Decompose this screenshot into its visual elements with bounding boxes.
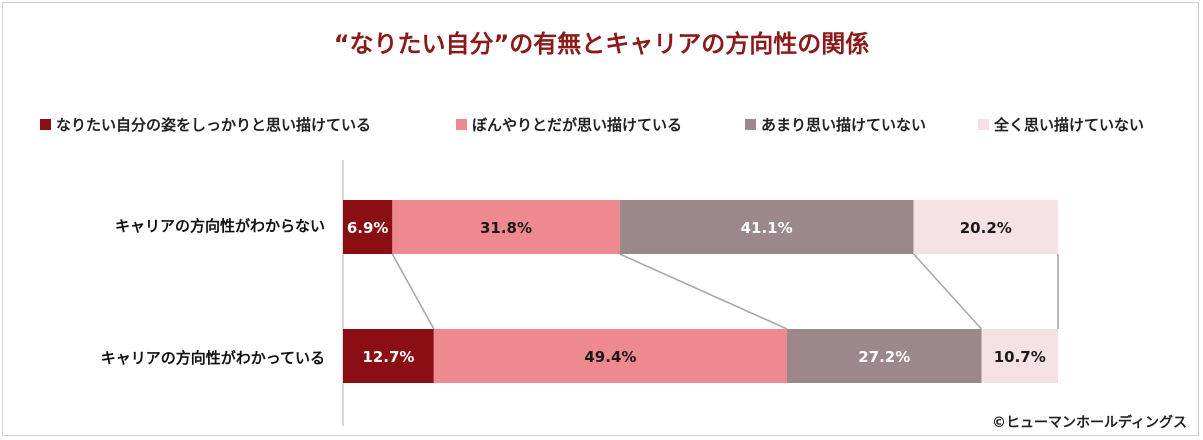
category-label-2: キャリアの方向性がわかっている (100, 349, 325, 367)
data-label-1-4: 20.2% (960, 219, 1012, 237)
bar-1-series-1 (343, 200, 393, 254)
data-label-2-3: 27.2% (858, 348, 910, 366)
legend-swatch-2 (456, 118, 467, 130)
series-line-1 (391, 253, 435, 330)
bar-2-series-2 (433, 329, 788, 383)
legend-item-1: なりたい自分の姿をしっかりと思い描けている (40, 112, 371, 136)
legend-label-4: 全く思い描けていない (994, 115, 1145, 134)
copyright-credit: ©ヒューマンホールディングス (991, 415, 1187, 431)
legend-swatch-3 (745, 118, 756, 130)
bars (343, 200, 1058, 383)
bar-2-series-3 (787, 329, 982, 383)
series-lines (391, 253, 1059, 330)
data-label-2-2: 49.4% (584, 348, 636, 366)
legend-label-3: あまり思い描けていない (761, 115, 927, 134)
bar-2-series-4 (981, 329, 1058, 383)
bar-1-series-3 (619, 200, 914, 254)
data-label-2-1: 12.7% (362, 348, 414, 366)
bar-1-series-4 (913, 200, 1058, 254)
bar-labels: 6.9% 31.8% 41.1% 20.2% 12.7% 49.4% 27.2% 10.7% (347, 219, 1046, 366)
data-label-1-2: 31.8% (480, 219, 532, 237)
legend: なりたい自分の姿をしっかりと思い描けている ぼんやりとだが思い描けている あまり… (0, 112, 1203, 136)
chart-title: “なりたい自分”の有無とキャリアの方向性の関係 (333, 30, 870, 58)
legend-item-2: ぼんやりとだが思い描けている (456, 112, 682, 136)
data-label-2-4: 10.7% (994, 348, 1046, 366)
legend-item-4: 全く思い描けていない (978, 112, 1144, 136)
category-label-1: キャリアの方向性がわからない (114, 217, 325, 235)
data-label-1-1: 6.9% (347, 219, 389, 237)
legend-label-1: なりたい自分の姿をしっかりと思い描けている (56, 115, 372, 134)
legend-swatch-4 (978, 118, 989, 130)
legend-label-2: ぼんやりとだが思い描けている (472, 115, 683, 134)
legend-item-3: あまり思い描けていない (745, 112, 926, 136)
bar-2-series-1 (343, 329, 434, 383)
legend-swatch-1 (40, 118, 51, 130)
series-line-2 (619, 253, 788, 330)
bar-1-series-2 (392, 200, 620, 254)
data-label-1-3: 41.1% (741, 219, 793, 237)
series-line-3 (912, 253, 983, 330)
